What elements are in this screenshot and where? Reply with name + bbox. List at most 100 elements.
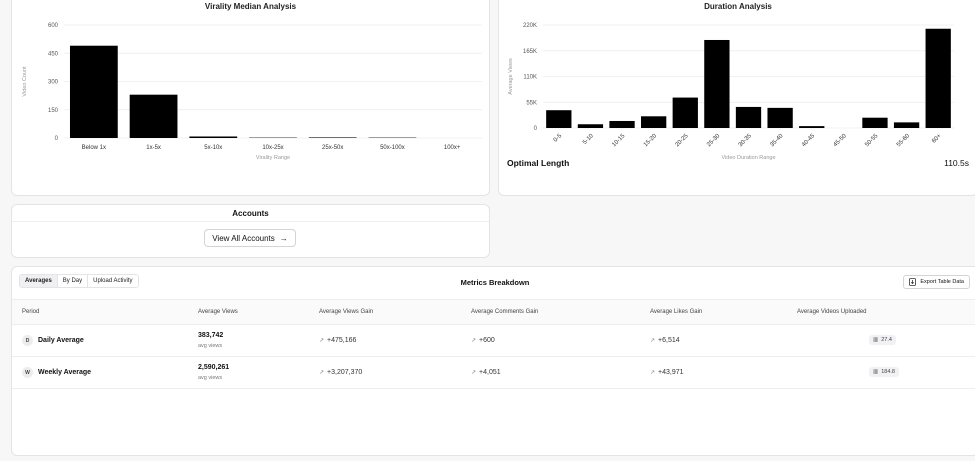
x-tick-label: 5x-10x — [204, 145, 222, 151]
trend-up-icon: ↗ — [471, 370, 477, 376]
avg-views-value: 383,742 — [198, 332, 224, 339]
virality-chart: 0 150 300 450 600 Below 1x 1x-5x 5x-10x 10x-25x 2… — [22, 23, 482, 161]
views-gain-value: +3,207,370 — [327, 369, 363, 376]
bar — [893, 122, 920, 128]
bar — [735, 106, 762, 128]
bar — [546, 110, 572, 128]
x-tick-label: 10x-25x — [262, 145, 283, 151]
trend-up-icon: ↗ — [471, 338, 477, 344]
x-tick-label: 55-60 — [896, 133, 912, 149]
export-icon — [909, 278, 917, 286]
x-tick-label: 1x-5x — [146, 145, 161, 151]
trend-up-icon: ↗ — [650, 338, 656, 344]
col-average-likes-gain: Average Likes Gain — [650, 309, 703, 315]
table-row: D Daily Average 383,742 avg views ↗ +475,… — [12, 325, 975, 357]
likes-gain-value: +6,514 — [658, 337, 680, 344]
x-tick-label: 40-45 — [801, 133, 817, 149]
optimal-length-value: 110.5s — [944, 158, 969, 168]
x-tick-label: 15-20 — [643, 133, 659, 149]
tab-averages[interactable]: Averages — [20, 275, 58, 287]
x-tick-label: 35-40 — [769, 133, 785, 149]
avg-views-sub: avg views — [198, 343, 223, 349]
bar — [641, 116, 667, 128]
bar — [577, 124, 604, 128]
y-tick-label: 0 — [534, 126, 538, 132]
videos-uploaded-badge: ▥ 184.8 — [869, 367, 899, 377]
y-axis-label: Video Count — [22, 66, 28, 97]
metrics-card: Averages By Day Upload Activity Metrics … — [11, 266, 975, 456]
duration-chart-card: Duration Analysis 0 55K 110K 165K 220K 0-5 5-1… — [498, 0, 975, 196]
views-gain-value: +475,166 — [327, 337, 357, 344]
export-table-data-button[interactable]: Export Table Data — [903, 275, 970, 289]
tab-by-day[interactable]: By Day — [57, 275, 89, 287]
y-tick-label: 165K — [523, 49, 537, 55]
duration-chart-title: Duration Analysis — [704, 2, 772, 11]
table-row: W Weekly Average 2,590,261 avg views ↗ +3… — [12, 357, 975, 389]
duration-chart: 0 55K 110K 165K 220K 0-5 5-10 10-15 15-20 20-25 25… — [508, 23, 954, 161]
export-label: Export Table Data — [920, 279, 964, 285]
avg-views-sub: avg views — [198, 375, 223, 381]
y-axis-label: Average Views — [508, 58, 514, 95]
bar — [799, 126, 825, 128]
views-gain: ↗ +475,166 — [319, 337, 356, 344]
bar — [672, 97, 698, 128]
accounts-divider — [12, 221, 489, 222]
x-tick-label: 20-25 — [675, 133, 691, 149]
x-tick-label: 25x-50x — [322, 145, 343, 151]
y-tick-label: 150 — [48, 108, 59, 114]
y-tick-label: 300 — [48, 80, 59, 86]
likes-gain: ↗ +43,971 — [650, 369, 684, 376]
comments-gain-value: +4,051 — [479, 369, 501, 376]
x-tick-label: Below 1x — [82, 145, 106, 151]
views-gain: ↗ +3,207,370 — [319, 369, 362, 376]
y-tick-label: 110K — [523, 75, 537, 81]
x-tick-label: 50-55 — [864, 133, 880, 149]
videos-uploaded-badge: ▥ 27.4 — [869, 335, 896, 345]
col-average-videos-uploaded: Average Videos Uploaded — [797, 309, 867, 315]
virality-chart-card: Virality Median Analysis 0 150 300 450 600 Be… — [11, 0, 490, 196]
bar — [704, 39, 730, 128]
x-tick-label: 30-35 — [738, 133, 754, 149]
likes-gain: ↗ +6,514 — [650, 337, 680, 344]
bar — [129, 94, 178, 138]
col-average-views-gain: Average Views Gain — [319, 309, 374, 315]
view-all-accounts-button[interactable]: View All Accounts → — [204, 229, 296, 247]
metrics-title: Metrics Breakdown — [460, 278, 530, 287]
bar — [308, 137, 357, 138]
bar — [767, 107, 793, 128]
comments-gain: ↗ +4,051 — [471, 369, 501, 376]
col-period: Period — [22, 309, 40, 315]
bar — [862, 117, 888, 128]
x-tick-label: 60+ — [931, 133, 943, 145]
x-tick-label: 100x+ — [444, 145, 461, 151]
view-all-accounts-label: View All Accounts — [212, 233, 275, 243]
period-badge: W — [22, 367, 33, 378]
col-average-views: Average Views — [198, 309, 238, 315]
x-tick-label: 50x-100x — [380, 145, 405, 151]
x-tick-label: 25-30 — [706, 133, 722, 149]
period-badge: D — [22, 335, 33, 346]
optimal-length-row: Optimal Length 110.5s — [507, 158, 969, 168]
trend-up-icon: ↗ — [319, 338, 325, 344]
videos-uploaded-value: 27.4 — [881, 337, 892, 343]
comments-gain: ↗ +600 — [471, 337, 495, 344]
bar — [69, 45, 118, 138]
y-tick-label: 220K — [523, 23, 537, 29]
trend-up-icon: ↗ — [319, 370, 325, 376]
bar-chart-icon: ▥ — [873, 337, 879, 343]
trend-up-icon: ↗ — [650, 370, 656, 376]
bar — [925, 28, 951, 129]
avg-views-value: 2,590,261 — [198, 364, 230, 371]
virality-chart-title: Virality Median Analysis — [204, 2, 297, 11]
x-tick-label: 10-15 — [611, 133, 627, 149]
y-tick-label: 0 — [55, 136, 59, 142]
period-name: Weekly Average — [38, 369, 92, 376]
y-tick-label: 55K — [526, 100, 537, 106]
x-axis-label: Virality Range — [256, 155, 290, 161]
videos-uploaded-value: 184.8 — [881, 369, 895, 375]
bar — [189, 136, 238, 138]
tab-upload-activity[interactable]: Upload Activity — [88, 275, 138, 287]
arrow-right-icon: → — [279, 233, 288, 243]
period-name: Daily Average — [38, 337, 84, 344]
y-tick-label: 600 — [48, 23, 59, 29]
